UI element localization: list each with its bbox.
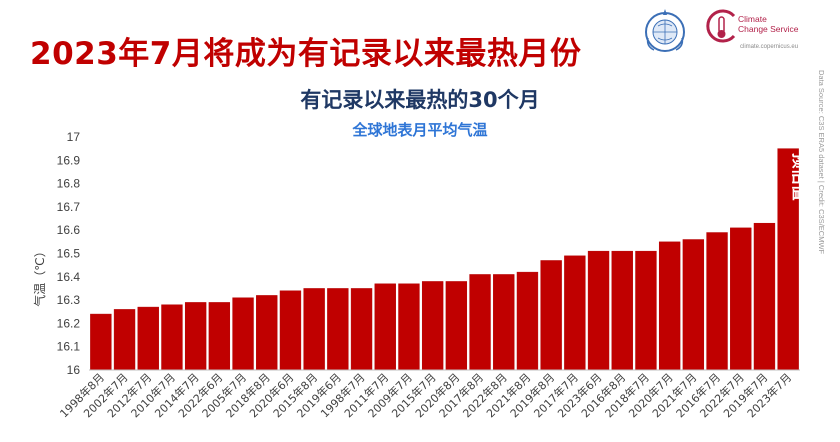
wmo-logo-icon (645, 9, 685, 52)
bar (753, 222, 776, 371)
bar (161, 304, 183, 371)
bar (469, 274, 491, 371)
c3s-line1: Climate (738, 14, 767, 24)
bar (208, 302, 231, 371)
bar (658, 241, 681, 371)
bar (350, 288, 373, 371)
c3s-line2: Change Service (738, 24, 799, 34)
bar (184, 302, 207, 371)
bar (445, 281, 468, 371)
bar (137, 306, 159, 371)
y-tick-label: 16.4 (57, 270, 81, 284)
bar-annotation: 预估值 (790, 153, 809, 201)
bar (398, 283, 420, 371)
bars: 预估值 (90, 148, 809, 371)
bar (682, 239, 705, 371)
chart-subtitle: 全球地表月平均气温 (352, 121, 488, 139)
headline: 2023年7月将成为有记录以来最热月份 (30, 36, 582, 72)
y-tick-label: 16.1 (57, 340, 81, 354)
bar (587, 250, 610, 371)
y-tick-label: 16.9 (57, 153, 81, 167)
bar (540, 260, 562, 371)
y-tick-label: 16.7 (57, 200, 81, 214)
bar (303, 288, 325, 371)
bar (516, 271, 539, 371)
y-tick-label: 16.3 (57, 293, 81, 307)
c3s-logo-icon (706, 9, 736, 43)
bar (635, 250, 657, 371)
y-tick-label: 16 (67, 363, 81, 377)
y-axis: 16 16.1 16.2 16.3 16.4 16.5 16.6 16.7 16.8 16.9 17 (57, 130, 81, 377)
y-tick-label: 16.8 (57, 177, 81, 191)
chart-title: 有记录以来最热的30个月 (300, 88, 540, 112)
y-tick-label: 16.2 (57, 316, 81, 330)
y-tick-label: 16.6 (57, 223, 81, 237)
data-source-credit: Data Source: C3S ERA5 dataset | Credit: … (817, 70, 826, 255)
bar (232, 297, 254, 371)
bar (327, 288, 349, 371)
bar (706, 232, 728, 371)
bar (256, 295, 278, 371)
c3s-url: climate.copernicus.eu (740, 44, 799, 50)
bar (113, 309, 136, 371)
y-tick-label: 17 (67, 130, 81, 144)
c3s-brand: Climate Change Service (738, 14, 798, 34)
bar (90, 313, 112, 371)
bar (374, 283, 396, 371)
bar (421, 281, 444, 371)
bar (611, 250, 633, 371)
bar (279, 290, 302, 371)
y-tick-label: 16.5 (57, 247, 81, 261)
x-axis: 1998年8月2002年7月2012年7月2010年7月2014年7月2022年… (57, 369, 800, 420)
bar (564, 255, 586, 371)
bar (493, 274, 515, 371)
y-axis-label: 气温（℃） (32, 245, 47, 306)
bar (730, 227, 752, 371)
partner-logos: Climate Change Service climate.copernicu… (642, 6, 832, 62)
